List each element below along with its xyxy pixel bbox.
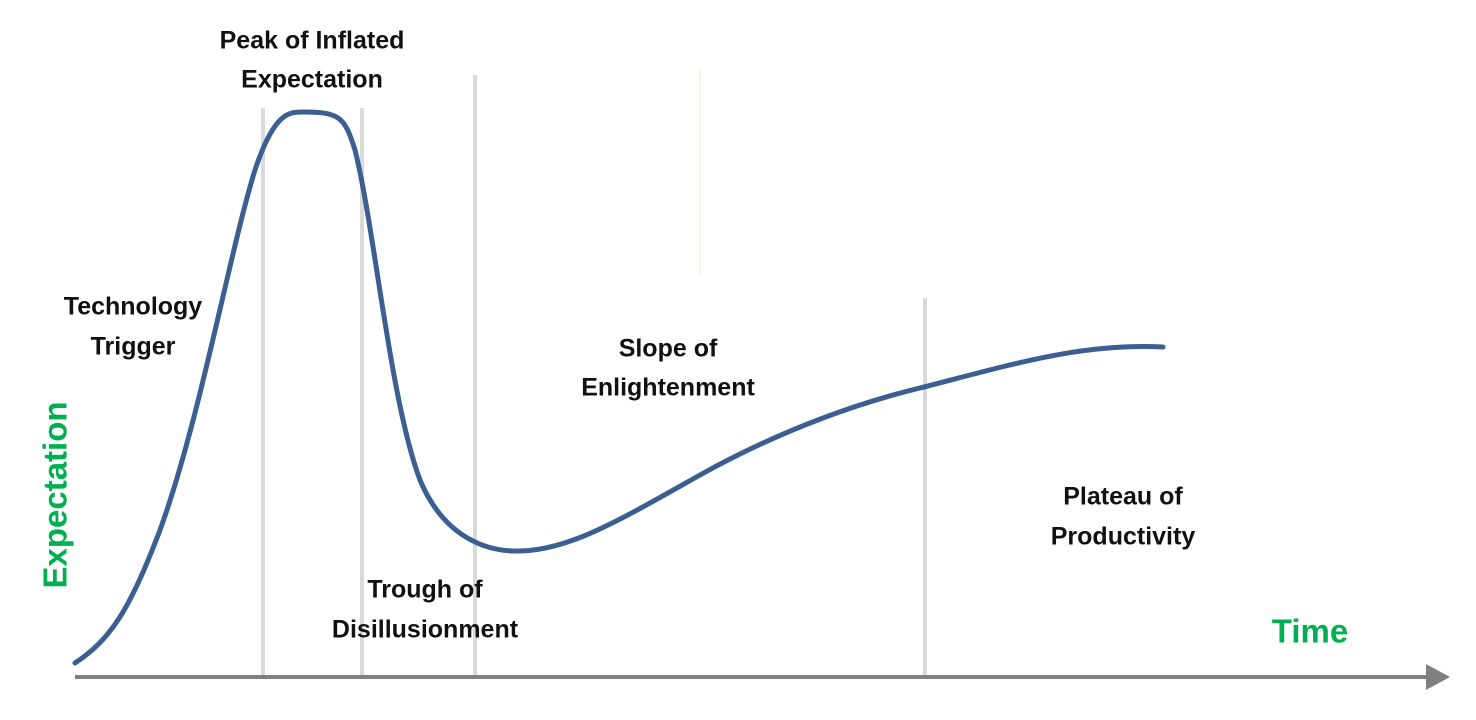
phase-label: Plateau of [1063, 483, 1183, 511]
phase-label: Enlightenment [581, 374, 755, 402]
phase-label: Slope of [619, 335, 718, 363]
axis-arrowhead [1426, 664, 1450, 690]
hype-curve [72, 109, 1166, 666]
phase-label: Productivity [1051, 523, 1196, 551]
phase-label: Trough of [367, 576, 483, 604]
phase-label: Trigger [91, 333, 176, 361]
phase-label: Peak of Inflated [220, 27, 405, 55]
phase-label: Expectation [241, 66, 383, 94]
x-axis-label: Time [1272, 613, 1348, 650]
y-axis-label: Expectation [37, 401, 74, 588]
phase-label: Disillusionment [332, 616, 519, 644]
phase-label: Technology [64, 293, 203, 321]
